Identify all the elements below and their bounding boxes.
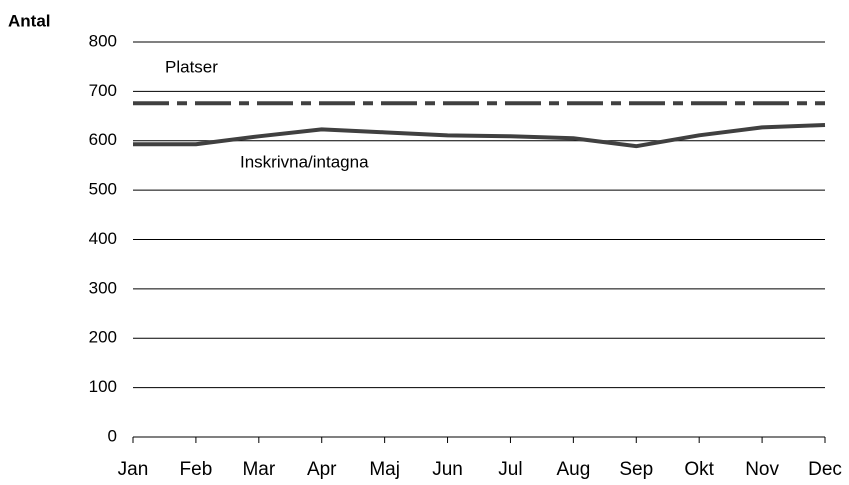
y-tick-label: 400 [89,229,117,248]
x-tick-label: Feb [180,459,213,480]
x-tick-label: Nov [745,459,779,480]
y-tick-label: 200 [89,328,117,347]
y-tick-label: 100 [89,377,117,396]
series-label: Inskrivna/intagna [240,152,369,171]
y-tick-label: 600 [89,130,117,149]
x-tick-label: Maj [369,459,400,480]
y-tick-label: 800 [89,31,117,50]
x-tick-label: Mar [242,459,275,480]
x-tick-label: Jan [118,459,149,480]
y-tick-label: 700 [89,81,117,100]
series-label: Platser [165,57,218,76]
series-line [133,122,826,149]
y-tick-label: 500 [89,180,117,199]
x-tick-label: Jun [432,459,463,480]
y-tick-label: 300 [89,278,117,297]
y-axis-label: Antal [8,11,51,30]
x-tick-label: Jul [498,459,522,480]
x-tick-label: Apr [307,459,337,480]
y-tick-label: 0 [108,426,117,445]
x-tick-label: Sep [619,459,653,480]
x-tick-label: Okt [684,459,714,480]
x-tick-label: Aug [556,459,590,480]
x-tick-label: Dec [808,459,842,480]
